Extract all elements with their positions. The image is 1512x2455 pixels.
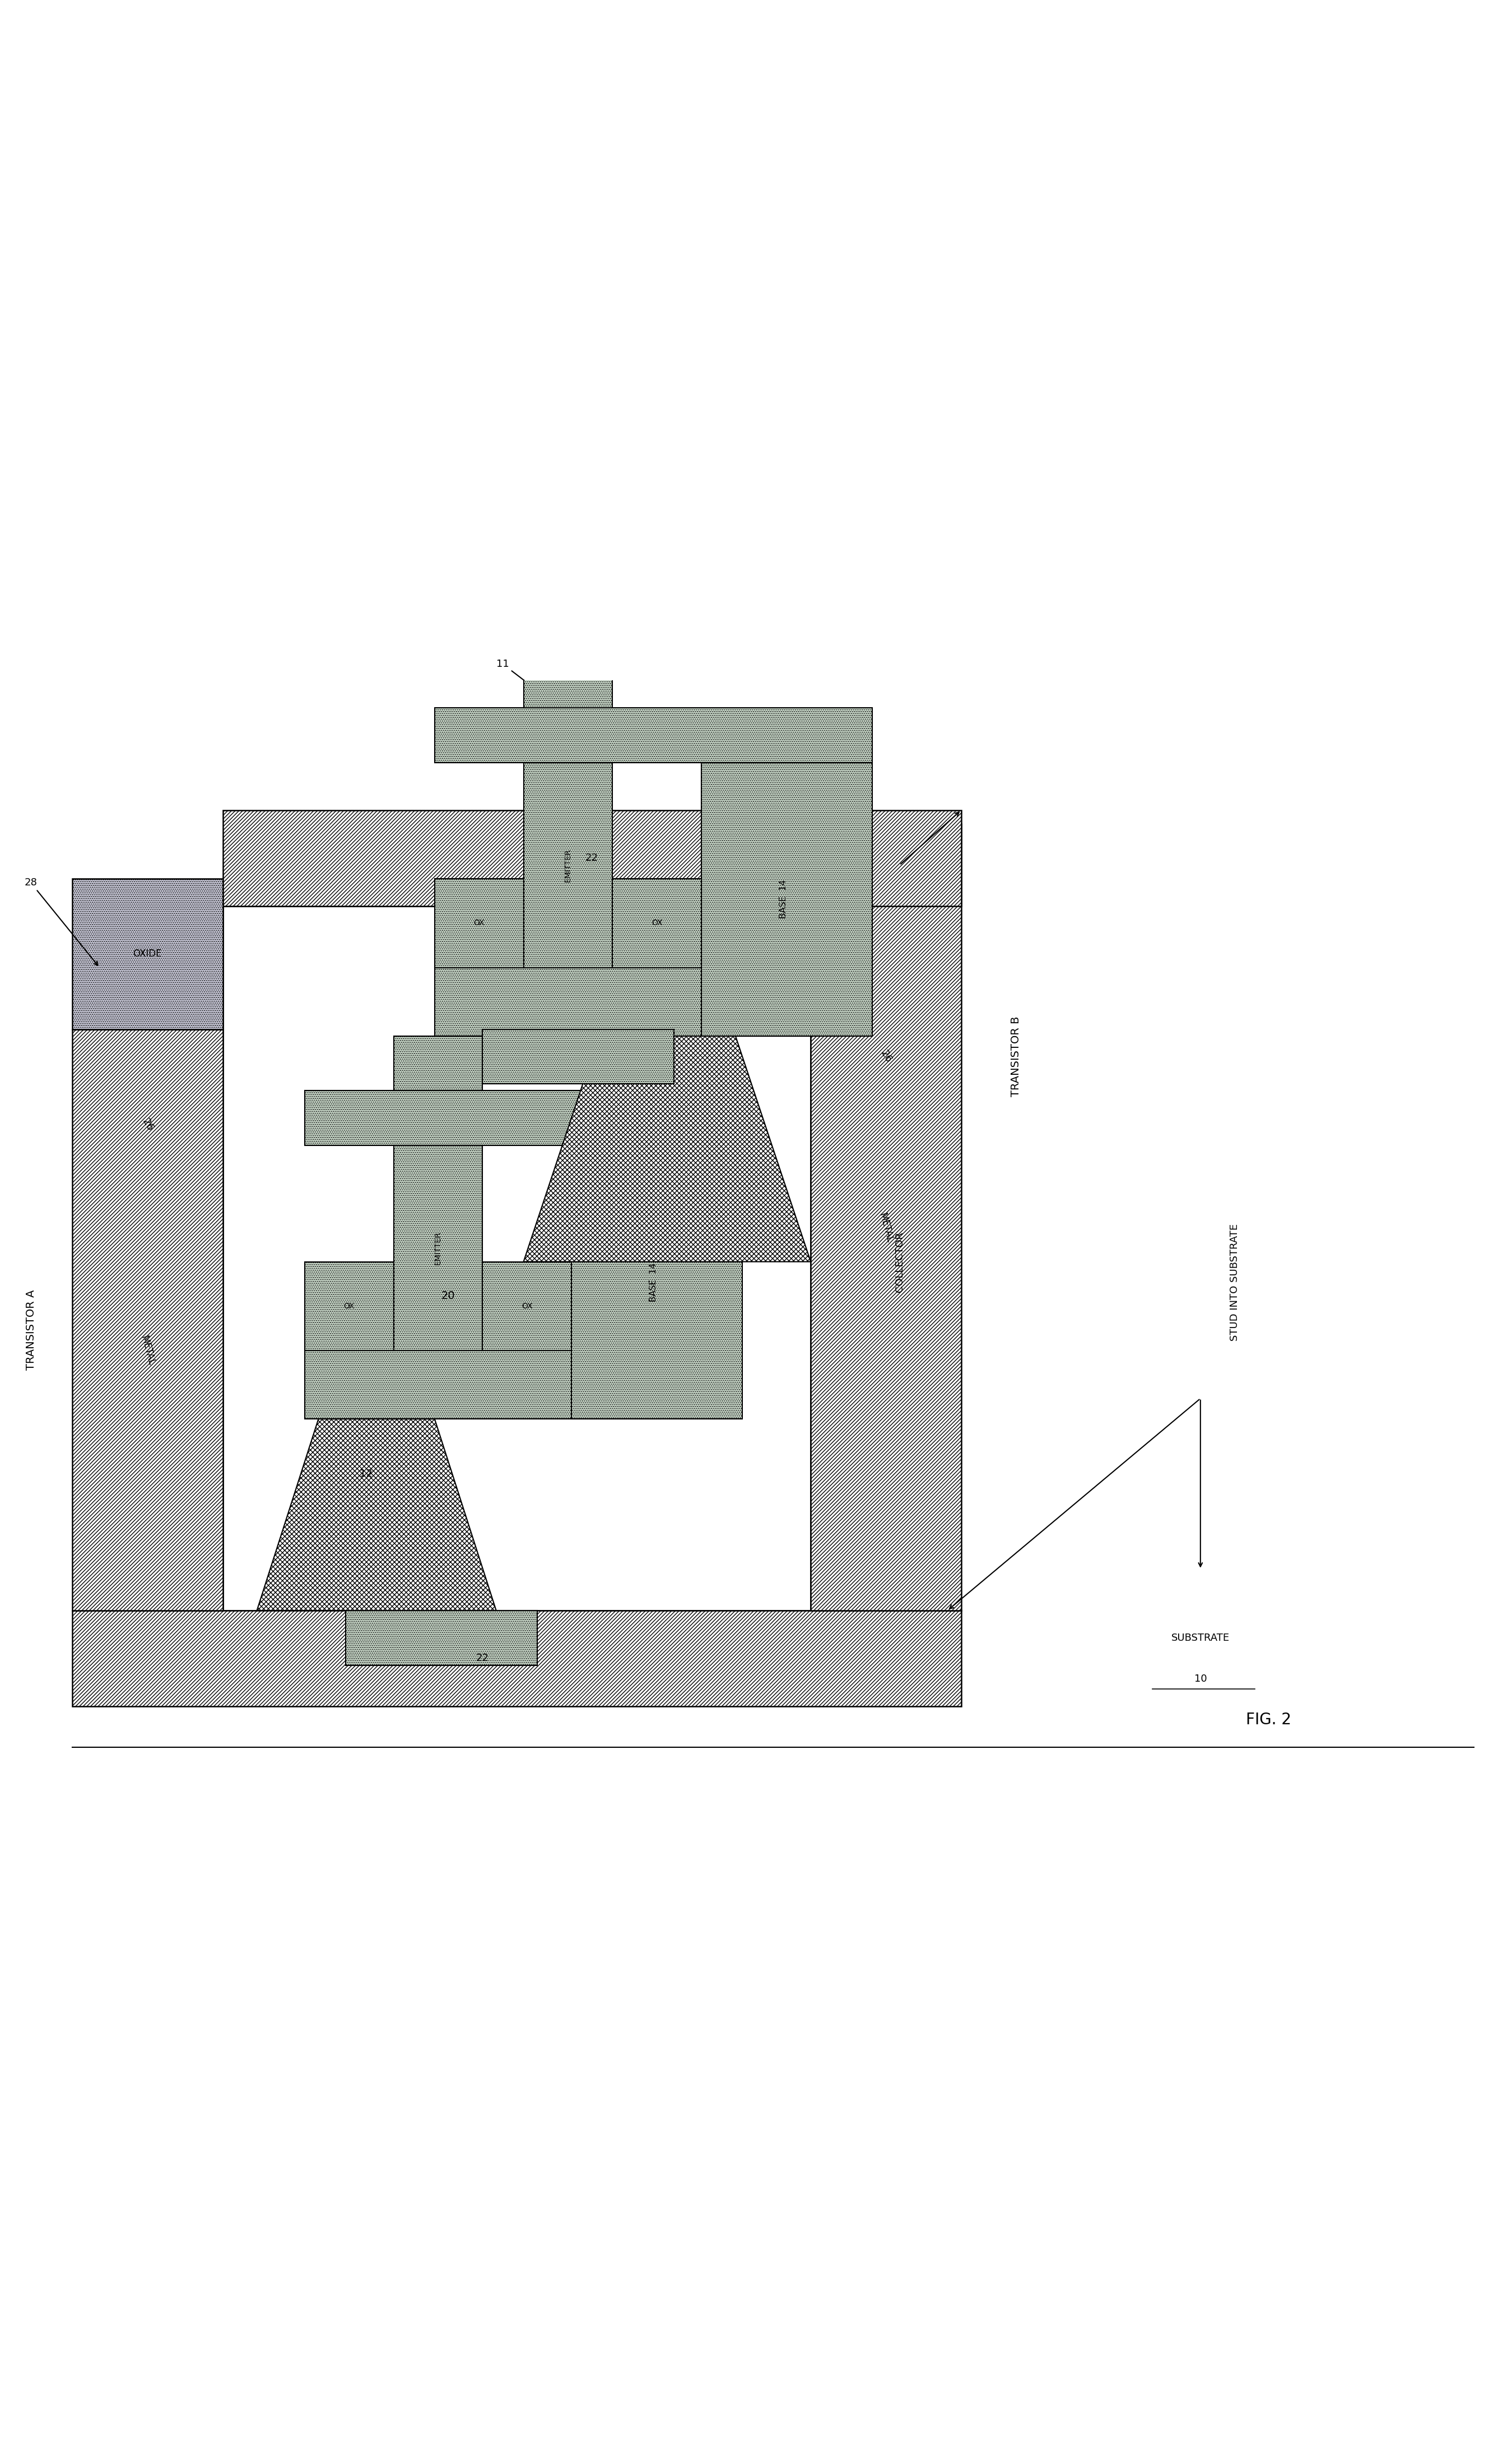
Text: 11: 11 xyxy=(496,658,549,700)
Text: 10: 10 xyxy=(1194,1674,1207,1684)
Text: 12: 12 xyxy=(360,1468,372,1478)
Text: METAL: METAL xyxy=(139,1336,156,1367)
Bar xyxy=(305,1262,393,1350)
Bar xyxy=(482,1029,674,1083)
Text: OX: OX xyxy=(473,918,484,928)
Text: SUBSTRATE: SUBSTRATE xyxy=(1172,1633,1229,1642)
Text: 26: 26 xyxy=(141,1117,156,1132)
Bar xyxy=(434,879,523,967)
Bar xyxy=(393,1146,482,1350)
Bar xyxy=(222,810,962,906)
Text: 28: 28 xyxy=(24,879,98,965)
Text: OX: OX xyxy=(652,918,662,928)
Text: COLLECTOR: COLLECTOR xyxy=(895,1232,904,1291)
Bar xyxy=(73,1610,962,1706)
Polygon shape xyxy=(257,1419,496,1610)
Text: OX: OX xyxy=(522,1301,532,1311)
Bar xyxy=(523,764,612,967)
Text: FIG. 2: FIG. 2 xyxy=(1246,1711,1291,1728)
Bar xyxy=(346,1610,537,1664)
Bar xyxy=(305,1350,661,1419)
Text: EMITTER: EMITTER xyxy=(564,849,572,881)
Bar xyxy=(222,906,810,1610)
Bar xyxy=(612,879,702,967)
Bar xyxy=(572,1146,742,1419)
Text: BASE  14: BASE 14 xyxy=(649,1262,658,1301)
Text: 22: 22 xyxy=(476,1652,488,1664)
Bar xyxy=(482,1262,572,1350)
Text: BASE  14: BASE 14 xyxy=(779,879,788,918)
Text: TRANSISTOR B: TRANSISTOR B xyxy=(1010,1016,1021,1097)
Bar xyxy=(810,825,962,1610)
Bar xyxy=(73,1029,222,1610)
Bar xyxy=(434,707,872,764)
Text: 20: 20 xyxy=(442,1291,455,1301)
Text: 22: 22 xyxy=(585,854,599,864)
Bar xyxy=(523,668,612,707)
Bar xyxy=(305,1090,742,1146)
Text: EMITTER: EMITTER xyxy=(434,1232,442,1264)
Bar xyxy=(702,764,872,1036)
Bar xyxy=(73,879,222,1029)
Text: TRANSISTOR A: TRANSISTOR A xyxy=(26,1289,36,1370)
Bar xyxy=(434,967,810,1036)
Bar xyxy=(393,1036,482,1090)
Text: OX: OX xyxy=(343,1301,355,1311)
Text: 24: 24 xyxy=(305,1466,370,1512)
Text: STUD INTO SUBSTRATE: STUD INTO SUBSTRATE xyxy=(1229,1223,1240,1340)
Text: METAL: METAL xyxy=(877,1210,895,1245)
Polygon shape xyxy=(523,1036,810,1262)
Text: 26: 26 xyxy=(878,1048,894,1065)
Text: OXIDE: OXIDE xyxy=(133,950,162,960)
